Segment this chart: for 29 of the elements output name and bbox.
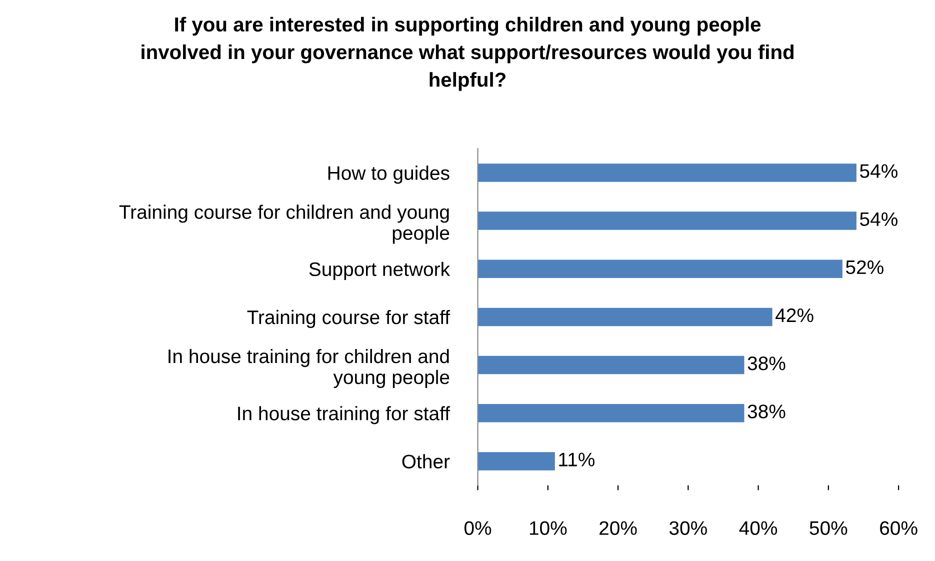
- y-tick-label: Support network: [309, 262, 450, 280]
- data-label: 54%: [860, 164, 898, 178]
- data-label: 52%: [846, 260, 884, 274]
- x-tick-label: 30%: [669, 521, 707, 535]
- chart-title: If you are interested in supporting children and young people involved in your governance what support/resources would you find helpful?: [142, 16, 794, 91]
- x-tick-label: 0%: [464, 521, 492, 535]
- y-tick-label: Training course for staff: [247, 310, 450, 328]
- x-tick-label: 50%: [810, 521, 848, 535]
- bar: [478, 260, 842, 278]
- data-label: 38%: [748, 404, 786, 418]
- y-tick-label: Training course for children and young people: [119, 204, 450, 244]
- bar: [478, 212, 856, 230]
- bar: [478, 356, 744, 374]
- bar: [478, 404, 744, 422]
- y-tick-label: How to guides: [328, 166, 450, 184]
- data-label: 11%: [559, 452, 594, 466]
- bar: [478, 164, 856, 182]
- x-tick-label: 60%: [880, 521, 918, 535]
- x-tick-label: 40%: [739, 521, 778, 535]
- bar: [478, 308, 772, 326]
- bar: [478, 452, 555, 470]
- y-tick-label: Other: [402, 454, 450, 468]
- data-label: 38%: [748, 356, 786, 370]
- data-label: 54%: [860, 212, 898, 226]
- y-tick-label: In house training for staff: [238, 406, 450, 424]
- x-tick-label: 10%: [530, 521, 567, 535]
- data-label: 42%: [776, 308, 814, 322]
- y-tick-label: In house training for children and young people: [168, 348, 450, 388]
- x-tick-label: 20%: [600, 521, 637, 535]
